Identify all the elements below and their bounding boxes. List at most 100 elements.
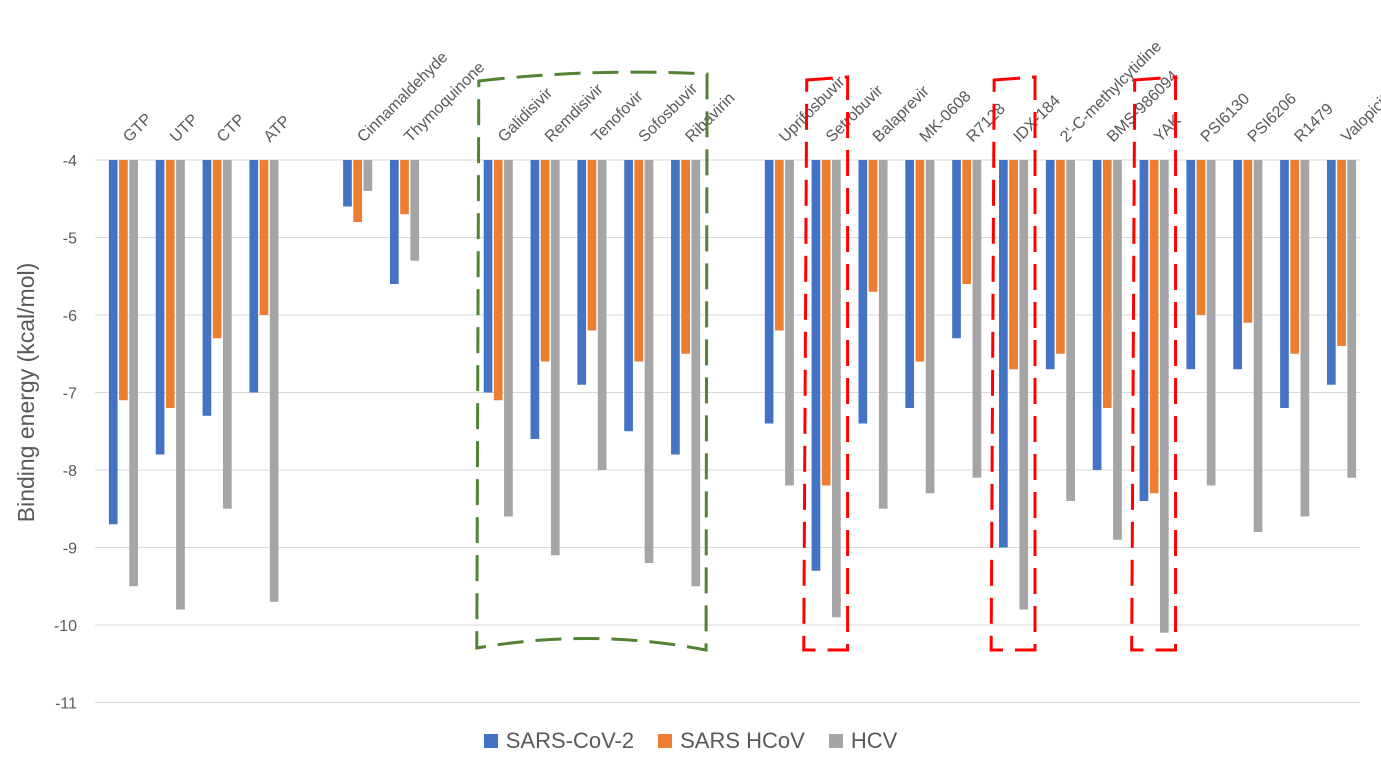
bar-sars-hcov-psi6206 [1243, 160, 1253, 323]
y-axis-title: Binding energy (kcal/mol) [13, 263, 39, 523]
bar-sars-cov-2-mk-0608 [905, 160, 915, 408]
bar-hcv-mk-0608 [925, 160, 935, 494]
bar-sars-cov-2-valopicitabine [1326, 160, 1336, 385]
bar-hcv-uprifosbuvir [785, 160, 794, 486]
bar-sars-cov-2-yak [1139, 160, 1149, 501]
bar-hcv-psi6130 [1206, 160, 1216, 486]
bar-hcv-gtp [129, 160, 138, 587]
highlight-box-yak [1130, 75, 1178, 652]
legend-label-hcv: HCV [850, 728, 898, 753]
bar-sars-hcov-remdisivir [540, 160, 550, 362]
y-tick-label: -10 [54, 618, 77, 635]
bar-sars-cov-2-r7128 [952, 160, 961, 339]
x-tick-label: Thymoquinone [401, 59, 488, 146]
bar-sars-cov-2-sofosbuvir [624, 160, 633, 432]
bar-sars-cov-2-uprifosbuvir [764, 160, 774, 424]
bar-sars-cov-2-tenofovir [577, 160, 587, 385]
bar-hcv-2-c-methylcytidine [1066, 160, 1075, 501]
y-tick-label: -11 [55, 696, 77, 713]
bar-hcv-r7128 [972, 160, 982, 478]
x-tick-label: ATP [261, 113, 294, 146]
legend-item-sars-hcov: SARS HCoV [658, 728, 805, 754]
bar-hcv-thymoquinone [410, 160, 420, 261]
bar-hcv-ribavirin [691, 160, 701, 587]
y-tick-label: -9 [63, 541, 77, 558]
bar-hcv-utp [176, 160, 185, 610]
bar-hcv-valopicitabine [1347, 160, 1357, 478]
x-tick-label: Valopicitabine [1338, 64, 1381, 146]
x-tick-label: PSI6206 [1245, 90, 1300, 145]
bar-sars-hcov-galidisivir [493, 160, 503, 401]
bar-sars-hcov-thymoquinone [400, 160, 409, 215]
bar-sars-cov-2-psi6206 [1233, 160, 1242, 370]
bar-sars-cov-2-2-c-methylcytidine [1045, 160, 1055, 370]
bar-sars-hcov-ribavirin [681, 160, 690, 354]
x-tick-label: GTP [120, 111, 155, 146]
bar-hcv-cinnamaldehyde [363, 160, 373, 191]
bar-sars-hcov-idx-184 [1009, 160, 1018, 370]
bar-sars-hcov-r1479 [1290, 160, 1300, 354]
legend-label-sars-cov-2: SARS-CoV-2 [505, 728, 635, 753]
bar-sars-hcov-tenofovir [587, 160, 597, 331]
bar-sars-hcov-mk-0608 [915, 160, 925, 362]
bar-sars-cov-2-utp [155, 160, 165, 455]
legend-swatch-sars-cov-2 [483, 734, 498, 748]
bar-sars-hcov-valopicitabine [1337, 160, 1346, 346]
bar-hcv-tenofovir [597, 160, 607, 470]
bar-hcv-bms-986094 [1113, 160, 1122, 540]
bar-sars-hcov-sofosbuvir [634, 160, 644, 362]
bar-hcv-remdisivir [550, 160, 560, 556]
highlight-box-setrobuvir [802, 75, 850, 652]
x-tick-label: PSI6130 [1198, 90, 1253, 145]
bar-hcv-sofosbuvir [644, 160, 654, 563]
y-tick-label: -4 [63, 153, 77, 170]
x-tick-label: YAK [1151, 112, 1185, 146]
legend-item-hcv: HCV [828, 728, 898, 754]
bar-hcv-galidisivir [504, 160, 513, 517]
bar-sars-hcov-r7128 [962, 160, 972, 284]
x-tick-label: UTP [167, 111, 202, 146]
bar-sars-hcov-yak [1149, 160, 1159, 494]
bar-hcv-idx-184 [1019, 160, 1029, 610]
bar-hcv-psi6206 [1253, 160, 1263, 532]
highlight-box-idx-184 [989, 75, 1037, 652]
bar-sars-cov-2-remdisivir [530, 160, 540, 439]
bar-sars-cov-2-ribavirin [671, 160, 680, 455]
legend-swatch-sars-hcov [658, 734, 673, 748]
y-tick-label: -6 [63, 308, 77, 325]
bar-sars-hcov-2-c-methylcytidine [1056, 160, 1065, 354]
legend: SARS-CoV-2 SARS HCoV HCV [0, 728, 1381, 754]
bar-sars-hcov-cinnamaldehyde [353, 160, 363, 222]
bar-sars-cov-2-thymoquinone [389, 160, 399, 284]
bar-sars-cov-2-ctp [202, 160, 212, 416]
legend-label-sars-hcov: SARS HCoV [680, 728, 805, 753]
x-tick-label: R1479 [1291, 100, 1336, 145]
bar-hcv-yak [1159, 160, 1169, 633]
bar-sars-hcov-setrobuvir [821, 160, 831, 486]
bar-sars-hcov-ctp [212, 160, 222, 339]
bar-sars-cov-2-bms-986094 [1092, 160, 1102, 470]
bar-hcv-r1479 [1300, 160, 1310, 517]
y-tick-label: -5 [63, 231, 77, 248]
y-tick-label: -8 [63, 463, 77, 480]
bar-sars-cov-2-galidisivir [483, 160, 493, 393]
bar-sars-cov-2-idx-184 [999, 160, 1008, 548]
bar-sars-hcov-utp [165, 160, 175, 408]
bar-sars-hcov-bms-986094 [1102, 160, 1112, 408]
bar-sars-cov-2-setrobuvir [811, 160, 821, 571]
bar-sars-cov-2-gtp [108, 160, 118, 525]
legend-item-sars-cov-2: SARS-CoV-2 [483, 728, 635, 754]
bar-hcv-ctp [222, 160, 232, 509]
bar-sars-hcov-atp [259, 160, 269, 315]
bar-sars-hcov-psi6130 [1196, 160, 1206, 315]
bar-sars-cov-2-cinnamaldehyde [343, 160, 352, 207]
bar-sars-cov-2-balaprevir [858, 160, 868, 424]
bar-hcv-setrobuvir [832, 160, 841, 618]
bar-sars-cov-2-atp [249, 160, 259, 393]
bar-hcv-balaprevir [878, 160, 888, 509]
y-tick-label: -7 [63, 386, 77, 403]
bar-sars-hcov-uprifosbuvir [774, 160, 784, 331]
x-tick-label: R7128 [964, 100, 1009, 145]
